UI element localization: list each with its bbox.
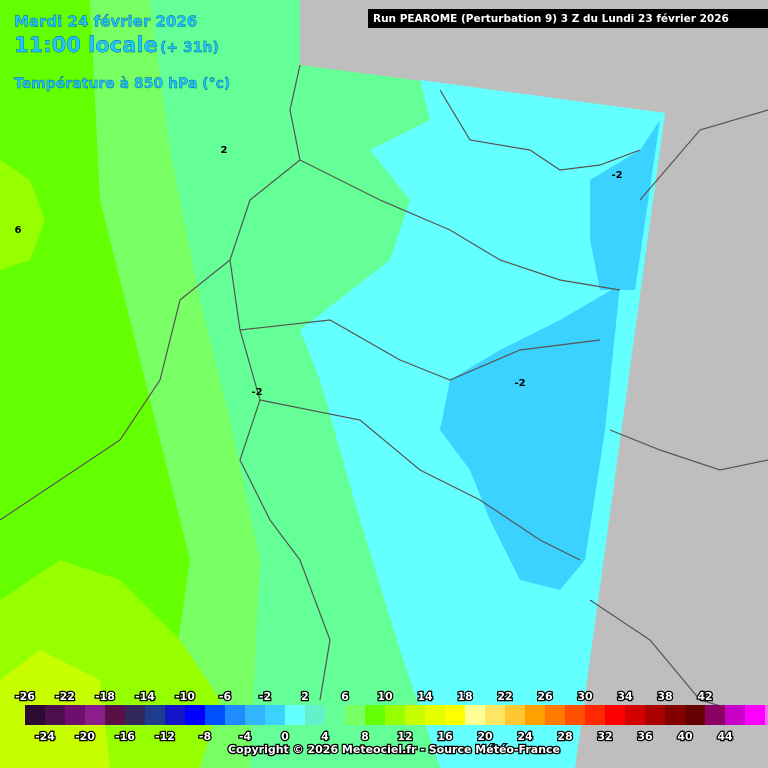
legend-swatch <box>505 705 525 725</box>
legend-label: 16 <box>437 730 453 743</box>
legend-swatch <box>105 705 125 725</box>
legend-swatch <box>65 705 85 725</box>
run-box <box>368 9 768 28</box>
run-info: Run PEAROME (Perturbation 9) 3 Z du Lund… <box>373 13 729 25</box>
legend-label: 10 <box>377 690 393 703</box>
legend-swatch <box>465 705 485 725</box>
legend-label: 6 <box>341 690 349 703</box>
legend-label: -18 <box>95 690 115 703</box>
legend-label: 44 <box>717 730 733 743</box>
legend-swatch <box>545 705 565 725</box>
legend-swatch <box>145 705 165 725</box>
legend-swatch <box>45 705 65 725</box>
legend-swatch <box>345 705 365 725</box>
legend-label: 28 <box>557 730 572 743</box>
legend-swatch <box>185 705 205 725</box>
legend-label: -16 <box>115 730 135 743</box>
borders <box>0 64 768 721</box>
legend-label: -24 <box>35 730 55 743</box>
legend-label: -2 <box>259 690 271 703</box>
legend-swatch <box>225 705 245 725</box>
legend-label: -12 <box>155 730 175 743</box>
map-field <box>0 0 665 768</box>
legend-label: 42 <box>697 690 712 703</box>
legend-label: 30 <box>577 690 593 703</box>
legend-label: 0 <box>281 730 289 743</box>
legend-swatch <box>265 705 285 725</box>
legend-label: -22 <box>55 690 75 703</box>
legend-label: 26 <box>537 690 553 703</box>
legend-label: 40 <box>677 730 693 743</box>
legend-swatch <box>445 705 465 725</box>
legend-label: 38 <box>657 690 672 703</box>
time: 11:00 locale <box>14 33 158 57</box>
legend-swatch <box>365 705 385 725</box>
legend-label: -14 <box>135 690 155 703</box>
legend-label: 18 <box>457 690 472 703</box>
legend-swatch <box>625 705 645 725</box>
legend-swatch <box>665 705 685 725</box>
legend-swatch <box>165 705 185 725</box>
legend-swatch <box>125 705 145 725</box>
legend-swatch <box>645 705 665 725</box>
legend-label: 36 <box>637 730 653 743</box>
legend-label: 12 <box>397 730 412 743</box>
legend-label: 34 <box>617 690 633 703</box>
legend-swatch <box>385 705 405 725</box>
copyright: Copyright © 2026 Meteociel.fr - Source M… <box>228 743 560 756</box>
legend-swatch <box>85 705 105 725</box>
legend-swatch <box>25 705 45 725</box>
legend-swatch <box>565 705 585 725</box>
legend-swatch <box>525 705 545 725</box>
parameter: Température à 850 hPa (°c) <box>14 76 230 92</box>
legend-swatch <box>205 705 225 725</box>
legend-label: -20 <box>75 730 95 743</box>
legend-swatch <box>485 705 505 725</box>
legend-label: 8 <box>361 730 369 743</box>
date: Mardi 24 février 2026 <box>14 13 197 31</box>
legend-swatch <box>765 705 768 725</box>
legend-swatch <box>725 705 745 725</box>
legend-label: 4 <box>321 730 329 743</box>
legend-label: -8 <box>199 730 211 743</box>
contour-label: -2 <box>514 378 525 389</box>
contour-label: -2 <box>251 387 262 398</box>
legend-label: 24 <box>517 730 533 743</box>
lead: (+ 31h) <box>160 40 219 56</box>
legend: -26 -22 -18 -14 -10 -6 -2 2 6 10 14 18 22 26 30 34 38 42-… <box>14 689 768 744</box>
legend-swatch <box>745 705 765 725</box>
legend-label: -4 <box>239 730 252 743</box>
contour-label: 6 <box>15 225 22 236</box>
legend-swatch <box>285 705 305 725</box>
legend-label: -6 <box>219 690 232 703</box>
legend-label: 20 <box>477 730 493 743</box>
legend-label: 22 <box>497 690 512 703</box>
legend-swatch <box>425 705 445 725</box>
legend-label: -10 <box>175 690 195 703</box>
legend-swatch <box>325 705 345 725</box>
legend-swatch <box>705 705 725 725</box>
contour-label: -2 <box>611 170 622 181</box>
legend-swatch <box>305 705 325 725</box>
contour-label: 2 <box>221 145 228 156</box>
legend-swatch <box>245 705 265 725</box>
legend-label: 32 <box>597 730 612 743</box>
legend-swatch <box>685 705 705 725</box>
legend-swatch <box>405 705 425 725</box>
legend-label: -26 <box>15 690 35 703</box>
legend-swatch <box>605 705 625 725</box>
legend-label: 2 <box>301 690 309 703</box>
legend-swatch <box>585 705 605 725</box>
legend-label: 14 <box>417 690 433 703</box>
